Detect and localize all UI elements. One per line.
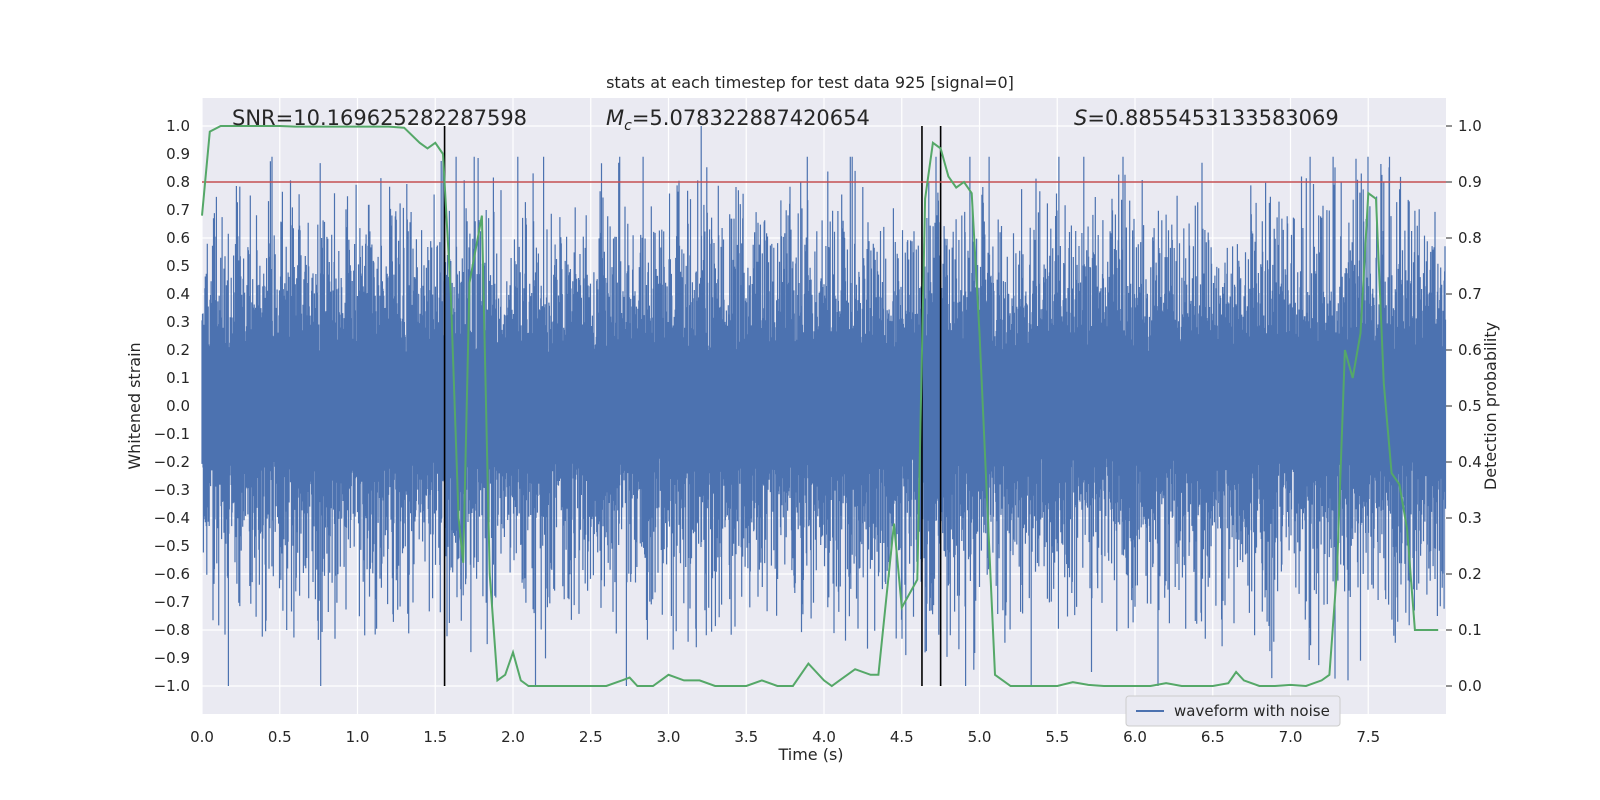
y-tick-label: 0.0 — [166, 397, 190, 415]
mc-annotation: Mc=5.078322887420654 — [606, 106, 870, 134]
x-tick-label: 3.0 — [657, 728, 681, 746]
legend: waveform with noise — [1125, 695, 1341, 727]
mc-value: =5.078322887420654 — [632, 106, 870, 130]
y-tick-label: 0.2 — [166, 341, 190, 359]
y-right-tick-label: 0.5 — [1458, 397, 1482, 415]
x-tick-label: 7.5 — [1356, 728, 1380, 746]
y-tick-label: −1.0 — [154, 677, 190, 695]
legend-box — [1125, 695, 1341, 727]
y-right-tick-label: 0.7 — [1458, 285, 1482, 303]
y-axis-label: Whitened strain — [125, 342, 144, 469]
y-tick-label: 0.3 — [166, 313, 190, 331]
y-tick-label: −0.1 — [154, 425, 190, 443]
snr-annotation: SNR=10.169625282287598 — [232, 106, 527, 130]
y-tick-label: 1.0 — [166, 117, 190, 135]
s-annotation: S=0.8855453133583069 — [1074, 106, 1339, 130]
y-tick-label: −0.4 — [154, 509, 190, 527]
y-tick-label: −0.2 — [154, 453, 190, 471]
y-tick-label: 0.5 — [166, 257, 190, 275]
y-right-axis-label: Detection probability — [1481, 322, 1500, 490]
detection-probability-line — [201, 125, 1439, 688]
y-right-tick-label: 0.4 — [1458, 453, 1482, 471]
vertical-markers — [443, 126, 942, 686]
x-tick-label: 1.0 — [346, 728, 370, 746]
y-tick-label: 0.6 — [166, 229, 190, 247]
y-tick-label: −0.8 — [154, 621, 190, 639]
waveform-path — [201, 126, 1447, 686]
y-tick-label: 0.8 — [166, 173, 190, 191]
y-right-tick-label: 0.2 — [1458, 565, 1482, 583]
y-tick-label: 0.4 — [166, 285, 190, 303]
y-right-tick-label: 0.9 — [1458, 173, 1482, 191]
x-tick-label: 5.0 — [968, 728, 992, 746]
x-tick-label: 1.5 — [423, 728, 447, 746]
x-tick-label: 7.0 — [1279, 728, 1303, 746]
x-tick-label: 0.5 — [268, 728, 292, 746]
y-right-tick-label: 1.0 — [1458, 117, 1482, 135]
legend-label: waveform with noise — [1174, 702, 1330, 720]
x-tick-label: 2.0 — [501, 728, 525, 746]
x-axis-label: Time (s) — [777, 745, 843, 764]
y-right-tick-label: 0.8 — [1458, 229, 1482, 247]
waveform-series — [201, 126, 1447, 686]
x-tick-label: 6.0 — [1123, 728, 1147, 746]
y-tick-label: −0.9 — [154, 649, 190, 667]
x-tick-label: 5.5 — [1045, 728, 1069, 746]
y-tick-label: 0.7 — [166, 201, 190, 219]
y-right-tick-label: 0.0 — [1458, 677, 1482, 695]
mc-symbol: M — [606, 106, 624, 130]
x-tick-label: 2.5 — [579, 728, 603, 746]
y-tick-label: −0.3 — [154, 481, 190, 499]
s-symbol: S — [1074, 106, 1087, 130]
chart-title: stats at each timestep for test data 925… — [606, 73, 1014, 92]
s-value: =0.8855453133583069 — [1087, 106, 1338, 130]
y-tick-labels: 1.0 0.9 0.8 0.7 0.6 0.5 0.4 0.3 0.2 0.1 0.0 −0.1 −0.… — [154, 117, 190, 695]
y-right-tick-label: 0.1 — [1458, 621, 1482, 639]
x-tick-label: 4.5 — [890, 728, 914, 746]
y-right-tick-label: 0.6 — [1458, 341, 1482, 359]
x-tick-label: 6.5 — [1201, 728, 1225, 746]
y-tick-label: −0.7 — [154, 593, 190, 611]
y-tick-label: −0.5 — [154, 537, 190, 555]
x-tick-label: 4.0 — [812, 728, 836, 746]
mc-subscript: c — [624, 118, 632, 134]
y-right-tick-labels: 1.0 0.9 0.8 0.7 0.6 0.5 0.4 0.3 0.2 0.1 0.0 — [1446, 117, 1482, 695]
x-tick-label: 3.5 — [734, 728, 758, 746]
x-tick-labels: 0.0 0.5 1.0 1.5 2.0 2.5 3.0 3.5 4.0 4.5 5.0 5.5 6.0 6… — [190, 728, 1380, 746]
y-right-tick-label: 0.3 — [1458, 509, 1482, 527]
y-tick-label: 0.9 — [166, 145, 190, 163]
y-tick-label: −0.6 — [154, 565, 190, 583]
x-tick-label: 0.0 — [190, 728, 214, 746]
y-tick-label: 0.1 — [166, 369, 190, 387]
